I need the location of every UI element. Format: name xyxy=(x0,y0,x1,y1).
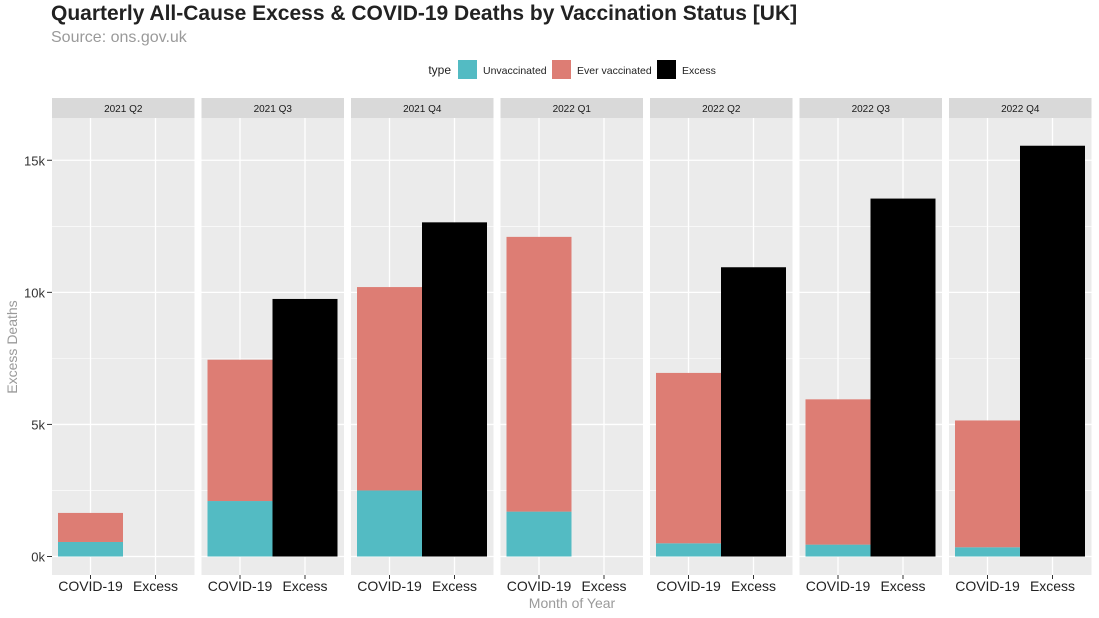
facet-panel-2021-q2 xyxy=(52,118,195,575)
chart-subtitle: Source: ons.gov.uk xyxy=(51,29,187,46)
bar-unvaccinated-2022-q3 xyxy=(805,544,871,557)
x-tick-label: Excess xyxy=(1030,578,1075,594)
facet-strip-2021-q3 xyxy=(201,98,344,118)
x-tick-label: Excess xyxy=(581,578,626,594)
legend-title: type xyxy=(428,63,451,77)
legend-key-unvaccinated xyxy=(458,60,477,79)
x-tick-label: Excess xyxy=(282,578,327,594)
legend-key-excess xyxy=(657,60,676,79)
facet-label-2022-q1: 2022 Q1 xyxy=(553,104,592,115)
bar-unvaccinated-2021-q4 xyxy=(357,490,422,557)
x-tick-label: Excess xyxy=(880,578,925,594)
facet-label-2022-q4: 2022 Q4 xyxy=(1001,104,1040,115)
bar-ever-vaccinated-2022-q2 xyxy=(656,372,721,544)
bar-excess-2022-q3 xyxy=(870,198,936,557)
x-tick-label: Excess xyxy=(432,578,477,594)
y-tick-label: 0k xyxy=(31,550,45,565)
legend-label-unvaccinated: Unvaccinated xyxy=(483,65,547,77)
x-tick-label: Excess xyxy=(133,578,178,594)
y-axis-label: Excess Deaths xyxy=(4,300,20,393)
bar-ever-vaccinated-2021-q3 xyxy=(207,359,273,502)
chart-title: Quarterly All-Cause Excess & COVID-19 De… xyxy=(51,2,798,25)
facet-strip-2021-q2 xyxy=(52,98,195,118)
facet-strip-2022-q2 xyxy=(650,98,793,118)
x-tick-label: COVID-19 xyxy=(955,578,1020,594)
bar-unvaccinated-2021-q2 xyxy=(58,541,123,557)
facet-label-2022-q3: 2022 Q3 xyxy=(852,104,891,115)
bar-ever-vaccinated-2021-q4 xyxy=(357,287,422,491)
x-tick-label: COVID-19 xyxy=(656,578,721,594)
legend-label-excess: Excess xyxy=(682,65,716,77)
bar-ever-vaccinated-2022-q3 xyxy=(805,399,871,545)
facet-strip-2022-q1 xyxy=(500,98,643,118)
x-tick-label: COVID-19 xyxy=(357,578,422,594)
x-tick-label: Excess xyxy=(731,578,776,594)
bar-excess-2022-q4 xyxy=(1020,145,1085,557)
bar-unvaccinated-2022-q1 xyxy=(506,511,572,557)
legend-key-ever-vaccinated xyxy=(552,60,571,79)
facet-label-2021-q4: 2021 Q4 xyxy=(403,104,442,115)
y-tick-label: 15k xyxy=(24,153,45,168)
facet-strip-2022-q3 xyxy=(799,98,942,118)
x-tick-label: COVID-19 xyxy=(507,578,572,594)
x-tick-label: COVID-19 xyxy=(806,578,871,594)
x-axis-label: Month of Year xyxy=(529,595,616,611)
facet-label-2022-q2: 2022 Q2 xyxy=(702,104,741,115)
y-tick-label: 10k xyxy=(24,285,45,300)
bar-ever-vaccinated-2021-q2 xyxy=(58,512,123,542)
bar-unvaccinated-2021-q3 xyxy=(207,501,273,557)
bar-unvaccinated-2022-q2 xyxy=(656,543,721,557)
bar-excess-2021-q3 xyxy=(272,298,338,557)
facet-strip-2021-q4 xyxy=(351,98,494,118)
bar-unvaccinated-2022-q4 xyxy=(955,547,1020,557)
x-tick-label: COVID-19 xyxy=(208,578,273,594)
facet-label-2021-q2: 2021 Q2 xyxy=(104,104,143,115)
bar-ever-vaccinated-2022-q4 xyxy=(955,420,1020,548)
bar-excess-2022-q2 xyxy=(721,267,786,557)
x-tick-label: COVID-19 xyxy=(58,578,123,594)
facet-label-2021-q3: 2021 Q3 xyxy=(254,104,293,115)
bar-excess-2021-q4 xyxy=(422,222,487,557)
y-tick-label: 5k xyxy=(31,417,45,432)
facet-strip-2022-q4 xyxy=(949,98,1092,118)
bar-ever-vaccinated-2022-q1 xyxy=(506,236,572,512)
legend-label-ever-vaccinated: Ever vaccinated xyxy=(577,65,652,77)
